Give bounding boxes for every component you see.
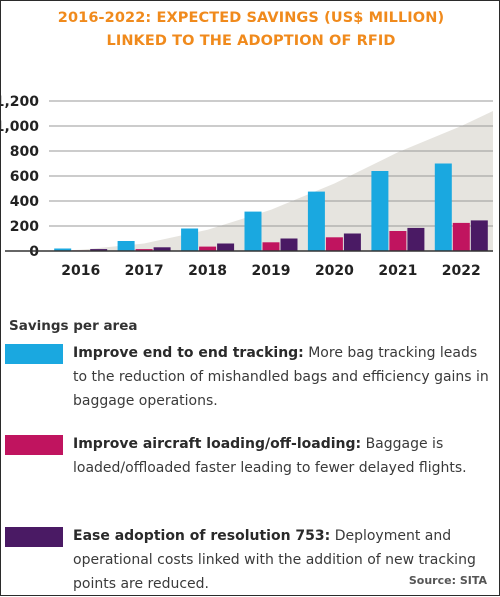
x-tick-label: 2018 (188, 263, 227, 279)
legend-title-resolution: Ease adoption of resolution 753: (73, 528, 331, 544)
bar-tracking (117, 241, 135, 251)
x-tick-label: 2017 (125, 263, 164, 279)
chart-title-line-2: LINKED TO THE ADOPTION OF RFID (106, 33, 396, 49)
legend-item-resolution: Ease adoption of resolution 753: Deploym… (5, 527, 497, 597)
bar-chart: 0 200 400 600 800 1,000 1,200 2016 2017 2018 2019 2… (1, 94, 493, 279)
y-tick-label: 0 (29, 244, 39, 260)
legend-text-tracking: Improve end to end tracking: More bag tr… (73, 341, 493, 413)
x-tick-label: 2021 (378, 263, 417, 279)
bar-loading (325, 237, 343, 252)
legend-text-loading: Improve aircraft loading/off-loading: Ba… (73, 432, 493, 480)
bar-tracking (307, 191, 325, 251)
y-tick-label: 600 (10, 169, 39, 185)
legend-swatch-loading (5, 435, 63, 455)
x-tick-label: 2022 (442, 263, 481, 279)
legend-desc-loading: Baggage is loaded/offloaded faster leadi… (73, 436, 467, 476)
bar-tracking (181, 228, 199, 251)
x-tick-label: 2020 (315, 263, 354, 279)
y-tick-label: 400 (10, 194, 39, 210)
legend-item-loading: Improve aircraft loading/off-loading: Ba… (5, 435, 497, 507)
legend-item-tracking: Improve end to end tracking: More bag tr… (5, 344, 497, 424)
y-tick-label: 1,200 (1, 94, 39, 110)
legend-heading: Savings per area (9, 318, 138, 334)
y-tick-label: 200 (10, 219, 39, 235)
x-tick-label: 2019 (252, 263, 291, 279)
bar-loading (262, 242, 280, 252)
bar-loading (135, 249, 153, 251)
bar-loading (199, 246, 217, 251)
legend-desc-resolution: Deployment and operational costs linked … (73, 528, 476, 592)
bar-resolution (343, 233, 361, 251)
legend-swatch-resolution (5, 527, 63, 547)
legend-desc-tracking: More bag tracking leads to the reduction… (73, 345, 489, 409)
bar-resolution (470, 220, 488, 251)
bar-tracking (434, 163, 452, 251)
bar-tracking (54, 248, 72, 251)
legend-swatch-tracking (5, 344, 63, 364)
chart-title: 2016-2022: EXPECTED SAVINGS (US$ MILLION… (1, 7, 500, 53)
y-tick-label: 1,000 (1, 119, 39, 135)
bar-loading (452, 222, 470, 251)
bar-resolution (90, 249, 108, 251)
bar-resolution (280, 238, 298, 251)
trend-area-background (49, 111, 493, 251)
x-tick-label: 2016 (61, 263, 100, 279)
bar-tracking (244, 211, 262, 251)
legend-text-resolution: Ease adoption of resolution 753: Deploym… (73, 524, 493, 596)
legend-title-loading: Improve aircraft loading/off-loading: (73, 436, 362, 452)
y-tick-label: 800 (10, 144, 39, 160)
chart-title-line-1: 2016-2022: EXPECTED SAVINGS (US$ MILLION… (57, 10, 445, 26)
bar-resolution (153, 247, 171, 252)
bar-resolution (407, 227, 425, 251)
bar-resolution (217, 243, 235, 251)
bar-loading (389, 231, 407, 251)
legend-title-tracking: Improve end to end tracking: (73, 345, 304, 361)
bar-tracking (371, 171, 389, 251)
source-note: Source: SITA (408, 574, 487, 587)
